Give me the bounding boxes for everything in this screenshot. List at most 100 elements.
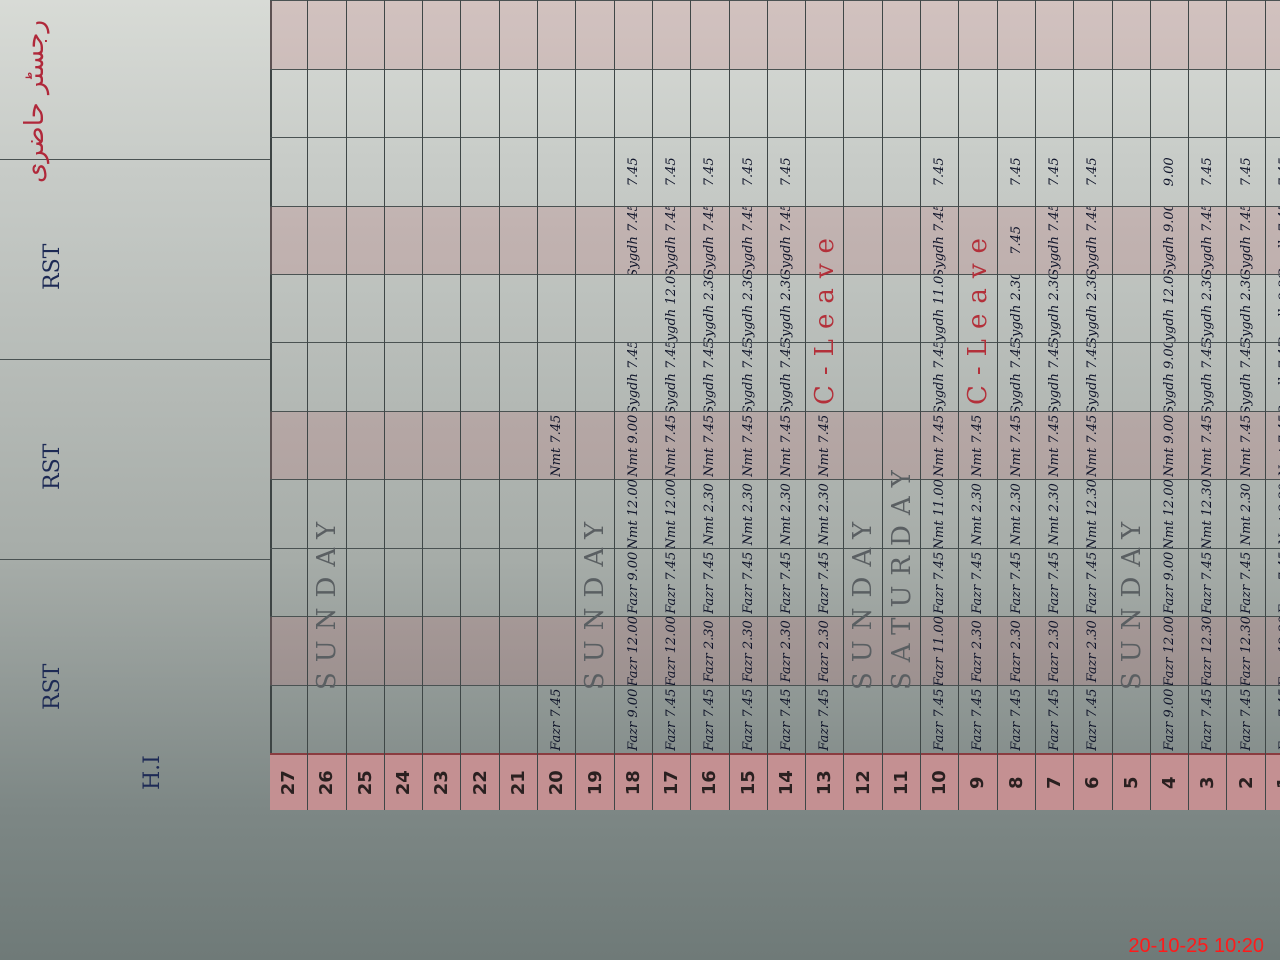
attendance-cell	[882, 68, 921, 138]
day-number: 4	[1150, 753, 1189, 810]
attendance-cell	[1035, 68, 1074, 138]
attendance-cell	[346, 342, 384, 411]
attendance-cell: Sygdh 7.45	[767, 342, 806, 411]
day-number: 1	[1265, 753, 1280, 810]
attendance-cell: Sygdh 7.45	[1189, 342, 1227, 411]
attendance-cell	[576, 205, 614, 275]
day-row: 6 Fazr 7.45 Fazr 2.30 Fazr 7.45 Nmt 12.30 Nmt…	[1074, 0, 1113, 810]
header-name: RST	[40, 443, 65, 490]
day-row: 19 SUNDAY	[576, 0, 615, 810]
attendance-cell	[384, 410, 423, 480]
attendance-cell	[384, 205, 423, 275]
attendance-cell: Nmt 7.45	[1227, 410, 1265, 480]
attendance-cell: Sygdh 7.45	[997, 342, 1035, 411]
attendance-cell	[384, 616, 423, 685]
attendance-cell: Sygdh 2.30	[1074, 274, 1112, 343]
day-row: 7 Fazr 7.45 Fazr 2.30 Fazr 7.45 Nmt 2.30 Nmt …	[1035, 0, 1075, 810]
attendance-cell: Sygdh 7.45	[1265, 342, 1280, 411]
attendance-cell: Nmt 12.00	[652, 479, 691, 548]
attendance-cell	[844, 205, 882, 275]
attendance-cell: 7.45	[997, 137, 1035, 206]
attendance-cell	[1112, 410, 1150, 480]
attendance-cell	[346, 274, 384, 343]
day-number: 7	[1035, 753, 1074, 810]
attendance-cell: Nmt 2.30	[959, 479, 997, 548]
day-row: 15 Fazr 7.45 Fazr 2.30 Fazr 7.45 Nmt 2.30 Nmt…	[729, 0, 768, 810]
attendance-cell	[461, 616, 499, 685]
attendance-cell: Sygdh 7.45	[652, 205, 691, 275]
day-row: 16 Fazr 7.45 Fazr 2.30 Fazr 7.45 Nmt 2.30 Nmt…	[691, 0, 730, 810]
day-number: 16	[691, 753, 729, 810]
attendance-cell	[614, 68, 652, 138]
attendance-cell: Fazr 12.00	[1150, 616, 1189, 685]
day-row: 4 Fazr 9.00 Fazr 12.00 Fazr 9.00 Nmt 12.00 Nm…	[1150, 0, 1190, 810]
attendance-cell: Fazr 12.30	[1265, 616, 1280, 685]
attendance-cell	[538, 137, 576, 206]
attendance-cell: Nmt 12.30	[1074, 479, 1112, 548]
attendance-cell	[308, 137, 346, 206]
attendance-cell: Sygdh 7.45	[691, 342, 729, 411]
attendance-cell	[652, 0, 691, 69]
attendance-cell: Nmt 7.45	[1265, 410, 1280, 480]
attendance-cell: 7.45	[767, 137, 806, 206]
attendance-cell: Fazr 7.45	[652, 684, 691, 754]
attendance-cell	[346, 137, 384, 206]
attendance-cell	[384, 0, 423, 69]
attendance-cell: Sygdh 2.30	[729, 274, 767, 343]
day-number: 8	[997, 753, 1035, 810]
attendance-cell: Sygdh 12.00	[652, 274, 691, 343]
attendance-cell: Nmt 7.45	[729, 410, 767, 480]
attendance-cell	[423, 137, 461, 206]
attendance-cell: Sygdh 7.45	[767, 205, 806, 275]
day-row: 18 Fazr 9.00 Fazr 12.00 Fazr 9.00 Nmt 12.00 N…	[614, 0, 653, 810]
attendance-cell: 7.45	[921, 137, 959, 206]
day-number: 26	[308, 753, 346, 810]
attendance-cell	[461, 68, 499, 138]
attendance-cell	[308, 68, 346, 138]
attendance-cell: Nmt 2.30	[1035, 479, 1074, 548]
day-note: C-Leave	[810, 228, 841, 405]
day-row: 5 SUNDAY	[1112, 0, 1151, 810]
attendance-cell: Nmt 7.45	[1035, 410, 1074, 480]
attendance-cell	[346, 547, 384, 617]
attendance-cell	[461, 0, 499, 69]
day-row: 2 Fazr 7.45 Fazr 12.30 Fazr 7.45 Nmt 2.30 Nmt…	[1227, 0, 1266, 810]
attendance-cell: Fazr 9.00	[614, 684, 652, 754]
attendance-cell: Sygdh 12.00	[1150, 274, 1189, 343]
attendance-cell: Sygdh 9.00	[1150, 342, 1189, 411]
attendance-cell: Sygdh 7.45	[1227, 342, 1265, 411]
attendance-cell: Fazr 7.45	[652, 547, 691, 617]
attendance-cell: Sygdh 2.30	[997, 274, 1035, 343]
attendance-cell	[1035, 0, 1074, 69]
day-row: 3 Fazr 7.45 Fazr 12.30 Fazr 7.45 Nmt 12.30 Nm…	[1189, 0, 1228, 810]
attendance-cell	[691, 0, 729, 69]
attendance-cell: 9.00	[1150, 137, 1189, 206]
attendance-cell: Nmt 12.00	[1150, 479, 1189, 548]
attendance-cell	[729, 68, 767, 138]
attendance-cell	[997, 0, 1035, 69]
attendance-cell: Nmt 7.45	[652, 410, 691, 480]
attendance-cell	[346, 68, 384, 138]
attendance-cell	[1150, 68, 1189, 138]
attendance-cell	[1112, 137, 1150, 206]
register-title: رجسٹر حاضری	[20, 20, 50, 184]
header-name: H.I	[140, 755, 165, 790]
day-number: 20	[538, 753, 576, 810]
day-number: 6	[1074, 753, 1112, 810]
day-row: 17 Fazr 7.45 Fazr 12.00 Fazr 7.45 Nmt 12.00 N…	[652, 0, 692, 810]
attendance-cell: Sygdh 7.45	[1035, 342, 1074, 411]
attendance-cell	[538, 616, 576, 685]
attendance-cell	[729, 0, 767, 69]
attendance-cell	[308, 0, 346, 69]
attendance-cell	[270, 342, 308, 411]
attendance-cell	[308, 410, 346, 480]
attendance-cell: Sygdh 7.45	[614, 342, 652, 411]
attendance-cell	[423, 205, 461, 275]
attendance-cell: Nmt 2.30	[691, 479, 729, 548]
attendance-cell	[1074, 0, 1112, 69]
attendance-cell	[461, 274, 499, 343]
day-note: SUNDAY	[1116, 511, 1147, 690]
attendance-cell	[538, 68, 576, 138]
attendance-cell	[461, 342, 499, 411]
day-number: 25	[346, 753, 384, 810]
